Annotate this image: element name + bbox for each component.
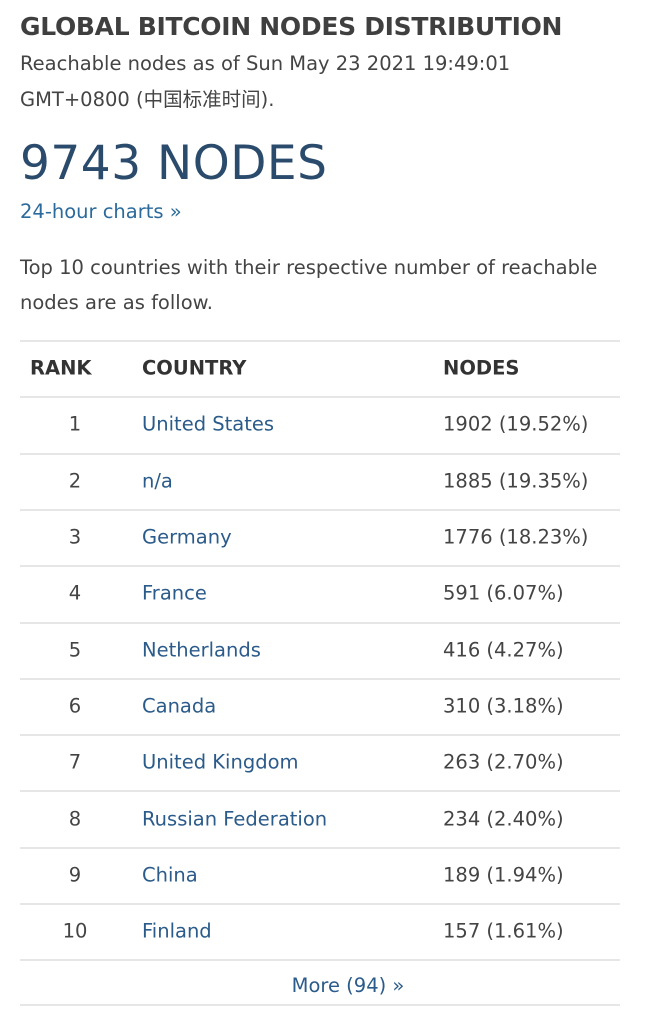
country-link[interactable]: Russian Federation xyxy=(142,807,328,831)
divider xyxy=(20,340,620,342)
nodes-cell: 1902 (19.52%) xyxy=(443,412,589,436)
rank-cell: 8 xyxy=(68,807,82,831)
nodes-cell: 310 (3.18%) xyxy=(443,694,564,718)
rank-cell: 5 xyxy=(68,638,82,662)
page-title: GLOBAL BITCOIN NODES DISTRIBUTION xyxy=(20,12,563,41)
intro-text: Top 10 countries with their respective n… xyxy=(20,256,598,314)
country-link[interactable]: Finland xyxy=(142,919,212,943)
divider xyxy=(20,734,620,737)
column-header: COUNTRY xyxy=(142,356,247,380)
rank-cell: 2 xyxy=(68,469,82,493)
country-link[interactable]: n/a xyxy=(142,469,173,493)
divider xyxy=(20,508,620,511)
divider xyxy=(20,846,620,849)
nodes-cell: 157 (1.61%) xyxy=(443,919,564,943)
country-link[interactable]: China xyxy=(142,863,198,887)
divider xyxy=(20,396,620,399)
more-link[interactable]: More (94) » xyxy=(291,974,405,997)
rank-cell: 10 xyxy=(62,919,88,943)
rank-cell: 7 xyxy=(68,750,82,774)
divider xyxy=(20,903,620,905)
rank-cell: 4 xyxy=(68,581,82,605)
column-header: NODES xyxy=(443,356,520,380)
subtitle: Reachable nodes as of Sun May 23 2021 19… xyxy=(20,52,511,111)
country-link[interactable]: United States xyxy=(142,412,275,436)
divider xyxy=(20,621,620,624)
column-header: RANK xyxy=(30,356,92,380)
rank-cell: 3 xyxy=(68,525,82,549)
country-link[interactable]: Canada xyxy=(142,694,217,718)
nodes-cell: 189 (1.94%) xyxy=(443,863,564,887)
nodes-cell: 591 (6.07%) xyxy=(443,581,564,605)
divider xyxy=(20,565,620,568)
nodes-cell: 263 (2.70%) xyxy=(443,750,564,774)
country-link[interactable]: United Kingdom xyxy=(142,750,299,774)
charts-link[interactable]: 24-hour charts » xyxy=(20,200,182,223)
nodes-cell: 416 (4.27%) xyxy=(443,638,564,662)
country-link[interactable]: France xyxy=(142,581,207,605)
rank-cell: 9 xyxy=(68,863,82,887)
rank-cell: 6 xyxy=(68,694,82,718)
country-link[interactable]: Germany xyxy=(142,525,232,549)
divider xyxy=(20,959,620,962)
country-link[interactable]: Netherlands xyxy=(142,638,261,662)
nodes-cell: 234 (2.40%) xyxy=(443,807,564,831)
divider xyxy=(20,1004,620,1006)
node-count: 9743 NODES xyxy=(20,136,328,191)
divider xyxy=(20,677,620,680)
nodes-cell: 1776 (18.23%) xyxy=(443,525,589,549)
rank-cell: 1 xyxy=(68,412,82,436)
nodes-cell: 1885 (19.35%) xyxy=(443,469,589,493)
divider xyxy=(20,790,620,793)
divider xyxy=(20,452,620,455)
